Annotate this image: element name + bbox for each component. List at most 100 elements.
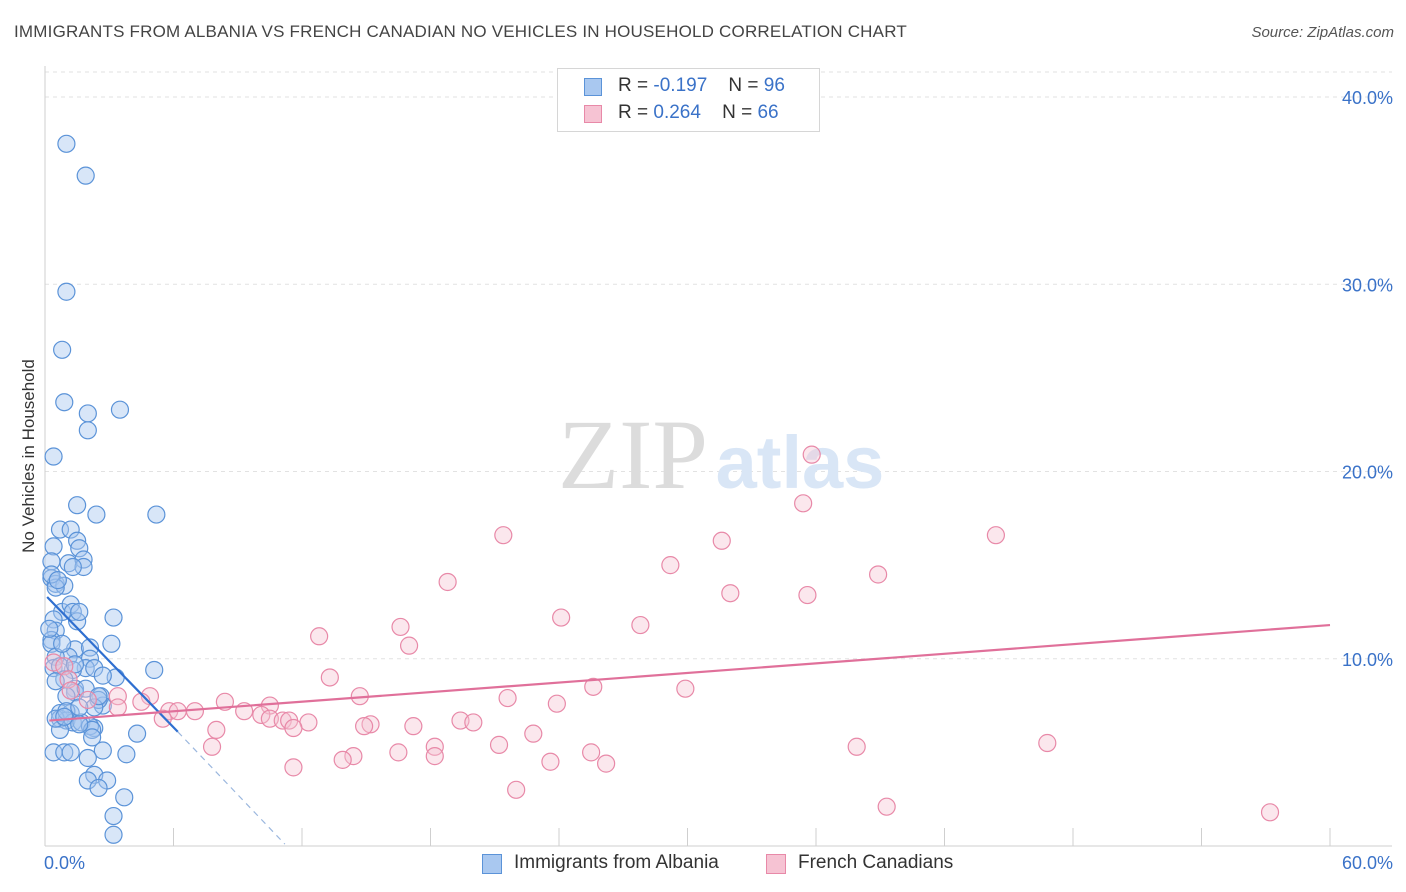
data-point-french [333, 750, 352, 769]
data-point-french [869, 565, 888, 584]
data-point-albania [44, 447, 63, 466]
trend-lines [46, 596, 1331, 845]
legend-r-value-albania: -0.197 [653, 75, 708, 96]
y-tick-label: 40.0% [1342, 88, 1393, 108]
data-point-french [153, 709, 172, 728]
data-point-albania [68, 531, 87, 550]
bottom-legend-swatch-french [766, 854, 786, 874]
data-point-french [61, 681, 80, 700]
data-point-french [584, 677, 603, 696]
data-point-french [582, 743, 601, 762]
data-point-french [389, 743, 408, 762]
y-axis-label: No Vehicles in Household [19, 359, 38, 553]
data-point-french [802, 445, 821, 464]
data-point-albania [61, 743, 80, 762]
trend-line-albania [46, 596, 179, 733]
data-point-albania [70, 539, 89, 558]
data-point-french [794, 494, 813, 513]
data-point-french [547, 694, 566, 713]
data-point-albania [89, 778, 108, 798]
data-point-albania [48, 571, 67, 590]
y-tick-label: 10.0% [1342, 650, 1393, 670]
legend-r-label: R = [618, 75, 649, 96]
data-point-french [597, 754, 616, 773]
legend-n-value-french: 66 [757, 102, 779, 123]
legend-r-value-french: 0.264 [653, 102, 701, 123]
data-point-french [798, 585, 817, 605]
legend-n-label: N = [722, 102, 753, 123]
data-point-french [489, 735, 509, 754]
data-point-french [498, 688, 517, 708]
data-point-albania [55, 743, 74, 762]
data-point-albania [57, 134, 76, 153]
data-point-french [284, 718, 303, 738]
data-point-french [661, 556, 680, 575]
y-tick-label: 30.0% [1342, 275, 1393, 295]
data-point-french [507, 780, 526, 799]
data-point-french [310, 627, 329, 646]
data-point-albania [89, 687, 108, 706]
data-point-albania [83, 728, 102, 747]
data-point-albania [68, 496, 87, 515]
data-point-french [59, 670, 78, 689]
series-albania-points [40, 134, 166, 844]
bottom-legend-swatch-albania [482, 854, 502, 874]
data-point-albania [78, 771, 97, 790]
data-point-albania [44, 610, 63, 629]
data-point-french [676, 679, 695, 698]
data-point-french [552, 608, 571, 627]
gridlines [45, 71, 1392, 660]
data-point-albania [102, 634, 121, 653]
data-point-albania [50, 520, 70, 539]
chart-title: IMMIGRANTS FROM ALBANIA VS FRENCH CANADI… [14, 22, 907, 41]
data-point-albania [76, 166, 95, 185]
data-point-albania [104, 608, 123, 627]
data-point-french [108, 698, 127, 717]
data-point-albania [104, 825, 123, 844]
tick-labels: 10.0% 20.0% 30.0% 40.0% 0.0% 60.0% [44, 88, 1393, 873]
trend-line-albania-extension [177, 731, 286, 845]
data-point-albania [104, 806, 123, 826]
data-point-albania [87, 505, 106, 524]
data-point-albania [117, 745, 136, 764]
data-point-french [425, 747, 444, 766]
data-point-albania [57, 282, 76, 301]
trend-line-french [49, 623, 1331, 722]
data-point-french [344, 747, 363, 766]
data-point-albania [78, 421, 97, 440]
legend-swatch-albania [584, 78, 602, 96]
data-point-albania [63, 602, 82, 622]
data-point-albania [110, 400, 130, 419]
data-point-french [438, 572, 457, 592]
data-point-french [986, 526, 1006, 545]
data-point-albania [93, 666, 112, 685]
data-point-albania [63, 557, 82, 577]
data-point-albania [53, 634, 72, 653]
data-point-albania [44, 537, 63, 556]
data-point-french [284, 758, 303, 777]
data-point-french [541, 752, 560, 771]
series-french-points [44, 445, 1280, 822]
data-point-french [425, 737, 444, 756]
data-point-french [44, 653, 63, 672]
data-point-french [524, 724, 543, 743]
bottom-legend-label-french: French Canadians [798, 852, 954, 873]
data-point-french [202, 737, 222, 756]
watermark: ZIP atlas [558, 399, 884, 510]
data-point-french [877, 797, 896, 816]
data-point-french [273, 711, 292, 730]
data-point-albania [55, 393, 74, 412]
data-point-albania [127, 724, 147, 743]
data-point-albania [55, 707, 74, 726]
data-point-french [361, 715, 380, 734]
data-point-french [464, 713, 483, 732]
legend-n-value-albania: 96 [763, 75, 785, 96]
x-tick-label: 60.0% [1342, 853, 1393, 873]
data-point-albania [74, 550, 93, 569]
data-point-french [631, 615, 650, 635]
legend-r-label: R = [618, 102, 649, 123]
data-point-albania [93, 741, 112, 760]
x-tick-label: 0.0% [44, 853, 85, 873]
data-point-albania [145, 660, 164, 680]
